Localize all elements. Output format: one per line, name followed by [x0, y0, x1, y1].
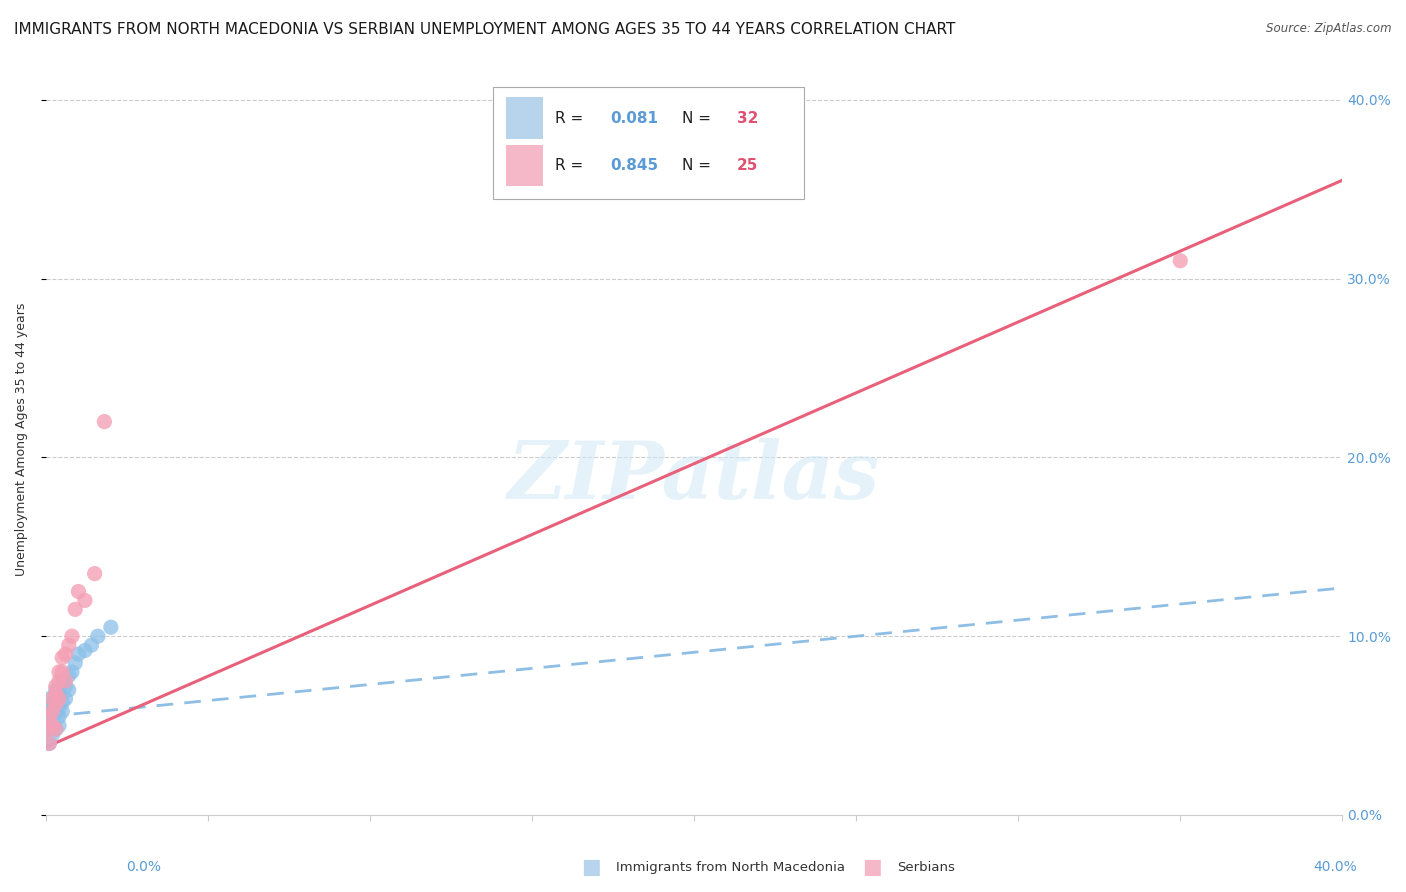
Point — [63, 602, 86, 616]
Point — [80, 638, 103, 652]
Point — [48, 700, 70, 714]
Point — [41, 691, 63, 706]
Text: Serbians: Serbians — [897, 861, 955, 873]
Point — [45, 686, 67, 700]
Point — [41, 704, 63, 718]
Point — [55, 691, 77, 706]
Point — [41, 727, 63, 741]
Point — [38, 691, 60, 706]
Point — [38, 709, 60, 723]
Text: N =: N = — [682, 111, 717, 126]
Point — [45, 682, 67, 697]
Text: R =: R = — [555, 158, 589, 173]
Bar — [506, 97, 543, 139]
Point — [48, 718, 70, 732]
Point — [38, 709, 60, 723]
Text: 0.0%: 0.0% — [127, 860, 162, 874]
Y-axis label: Unemployment Among Ages 35 to 44 years: Unemployment Among Ages 35 to 44 years — [15, 302, 28, 576]
Text: ■: ■ — [581, 857, 600, 877]
Text: ZIPatlas: ZIPatlas — [508, 438, 880, 516]
Point — [67, 584, 90, 599]
Point — [38, 722, 60, 736]
Point — [45, 679, 67, 693]
Text: 25: 25 — [737, 158, 758, 173]
Point — [41, 718, 63, 732]
Point — [93, 415, 115, 429]
Point — [48, 673, 70, 688]
Point — [100, 620, 122, 634]
Text: R =: R = — [555, 111, 589, 126]
Point — [48, 691, 70, 706]
Point — [73, 593, 96, 607]
Point — [48, 686, 70, 700]
Point — [51, 695, 73, 709]
Point — [38, 736, 60, 750]
Text: ■: ■ — [862, 857, 882, 877]
Point — [83, 566, 105, 581]
Point — [45, 722, 67, 736]
Text: N =: N = — [682, 158, 717, 173]
Point — [60, 629, 83, 643]
Point — [41, 697, 63, 711]
FancyBboxPatch shape — [494, 87, 804, 199]
Point — [55, 647, 77, 661]
Point — [51, 665, 73, 679]
Point — [38, 736, 60, 750]
Point — [58, 682, 80, 697]
Point — [67, 647, 90, 661]
Text: 0.081: 0.081 — [610, 111, 658, 126]
Point — [51, 704, 73, 718]
Text: Immigrants from North Macedonia: Immigrants from North Macedonia — [616, 861, 845, 873]
Text: 40.0%: 40.0% — [1313, 860, 1357, 874]
Point — [38, 700, 60, 714]
Point — [45, 691, 67, 706]
Point — [41, 714, 63, 729]
Point — [38, 718, 60, 732]
Point — [63, 656, 86, 670]
Point — [60, 665, 83, 679]
Point — [45, 704, 67, 718]
Text: IMMIGRANTS FROM NORTH MACEDONIA VS SERBIAN UNEMPLOYMENT AMONG AGES 35 TO 44 YEAR: IMMIGRANTS FROM NORTH MACEDONIA VS SERBI… — [14, 22, 956, 37]
Point — [48, 665, 70, 679]
Point — [73, 643, 96, 657]
Point — [1168, 253, 1191, 268]
Point — [51, 673, 73, 688]
Bar — [506, 145, 543, 186]
Point — [41, 704, 63, 718]
Point — [55, 679, 77, 693]
Text: 32: 32 — [737, 111, 758, 126]
Point — [45, 722, 67, 736]
Point — [45, 697, 67, 711]
Point — [87, 629, 110, 643]
Point — [55, 673, 77, 688]
Point — [51, 650, 73, 665]
Point — [38, 722, 60, 736]
Text: 0.845: 0.845 — [610, 158, 658, 173]
Point — [58, 668, 80, 682]
Point — [58, 638, 80, 652]
Point — [48, 709, 70, 723]
Text: Source: ZipAtlas.com: Source: ZipAtlas.com — [1267, 22, 1392, 36]
